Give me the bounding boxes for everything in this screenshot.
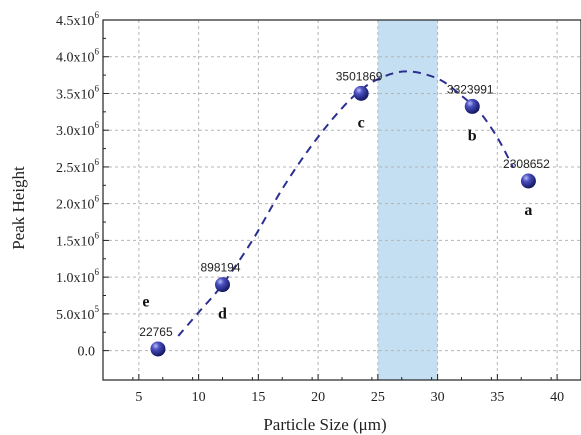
x-tick-label: 40 <box>550 390 564 405</box>
x-tick-label: 15 <box>251 390 265 405</box>
y-tick-label: 5.0x105 <box>56 304 100 323</box>
point-letter: d <box>218 306 227 323</box>
y-tick-label: 4.0x106 <box>56 47 100 66</box>
x-tick-label: 35 <box>490 390 504 405</box>
x-axis-title: Particle Size (μm) <box>263 415 386 434</box>
data-label: 3501869 <box>336 69 383 83</box>
y-tick-label: 2.0x106 <box>56 194 100 213</box>
data-label: 22765 <box>139 325 173 339</box>
highlight-band-layer <box>377 20 438 380</box>
x-tick-label: 10 <box>192 390 206 405</box>
fit-curve-layer <box>177 70 514 337</box>
y-tick-label: 3.5x106 <box>56 83 100 102</box>
data-point <box>464 98 480 114</box>
y-axis-title: Peak Height <box>9 166 28 250</box>
fit-curve <box>177 70 514 337</box>
x-tick-label: 25 <box>371 390 385 405</box>
x-tick-label: 5 <box>135 390 142 405</box>
point-layer <box>150 85 536 357</box>
point-letter: e <box>142 294 149 311</box>
data-label: 3323991 <box>447 82 494 96</box>
data-point <box>150 341 166 357</box>
point-letter: b <box>468 127 477 144</box>
data-point <box>520 173 536 189</box>
y-tick-label: 1.0x106 <box>56 267 100 286</box>
y-tick-label: 2.5x106 <box>56 157 100 176</box>
y-tick-label: 1.5x106 <box>56 230 100 249</box>
grid-layer <box>103 19 581 380</box>
data-point <box>215 277 230 293</box>
point-letter: c <box>358 114 365 131</box>
data-label: 898194 <box>200 261 240 275</box>
label-layer: 22765 898194 d 3501869 c 3323991 b 2308652 a e <box>139 69 550 339</box>
highlight-band <box>377 20 438 380</box>
x-tick-label: 20 <box>311 390 325 405</box>
y-tick-label: 0.0 <box>78 345 96 360</box>
data-point <box>353 85 369 101</box>
tick-layer: 5 10 15 20 25 30 35 40 0.0 5.0x105 1.0x106 1.5x106 2… <box>56 10 581 405</box>
data-label: 2308652 <box>503 157 550 171</box>
point-letter: a <box>524 202 532 219</box>
x-tick-label: 30 <box>431 390 445 405</box>
y-tick-label: 4.5x106 <box>56 10 100 29</box>
y-tick-label: 3.0x106 <box>56 120 100 139</box>
